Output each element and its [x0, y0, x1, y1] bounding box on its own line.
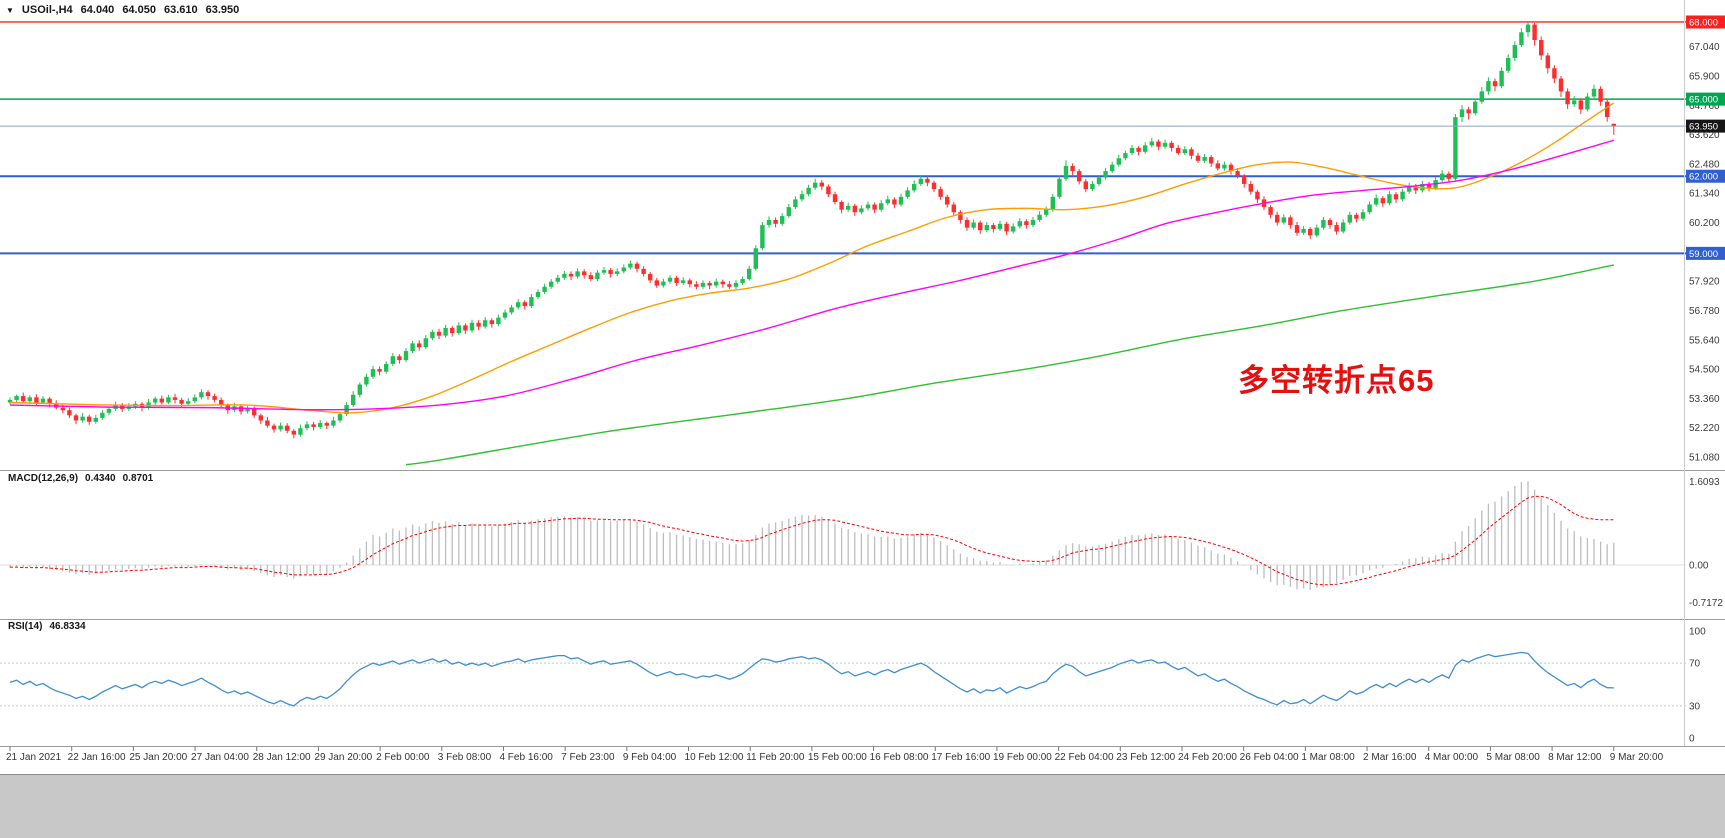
svg-text:61.340: 61.340 [1689, 189, 1720, 200]
rsi-name: RSI(14) [8, 621, 43, 632]
svg-text:15 Feb 00:00: 15 Feb 00:00 [808, 752, 867, 763]
macd-signal-value: 0.8701 [122, 473, 154, 484]
ohlc-open: 64.040 [80, 4, 115, 16]
svg-text:2 Mar 16:00: 2 Mar 16:00 [1363, 752, 1417, 763]
svg-text:9 Feb 04:00: 9 Feb 04:00 [623, 752, 677, 763]
svg-text:26 Feb 04:00: 26 Feb 04:00 [1240, 752, 1299, 763]
price-annotation-text[interactable]: 多空转折点65 [1238, 363, 1435, 398]
svg-text:28 Jan 12:00: 28 Jan 12:00 [253, 752, 311, 763]
rsi-panel: 100 70 30 0 [0, 627, 1706, 745]
svg-text:21 Jan 2021: 21 Jan 2021 [6, 752, 61, 763]
svg-text:29 Jan 20:00: 29 Jan 20:00 [314, 752, 372, 763]
svg-text:2 Feb 00:00: 2 Feb 00:00 [376, 752, 430, 763]
svg-text:63.620: 63.620 [1689, 130, 1720, 141]
ma-slow-line [405, 264, 1614, 466]
svg-text:63.950: 63.950 [1689, 122, 1718, 133]
svg-text:68.000: 68.000 [1689, 17, 1718, 28]
price-level-lines[interactable] [0, 21, 1686, 255]
macd-main-value: 0.4340 [85, 473, 116, 484]
svg-text:1.6093: 1.6093 [1689, 477, 1720, 488]
svg-text:51.080: 51.080 [1689, 453, 1720, 464]
svg-text:5 Mar 08:00: 5 Mar 08:00 [1486, 752, 1540, 763]
chart-header: ▼ USOil-,H4 64.040 64.050 63.610 63.950 [6, 4, 239, 16]
svg-text:25 Jan 20:00: 25 Jan 20:00 [129, 752, 187, 763]
svg-text:9 Mar 20:00: 9 Mar 20:00 [1610, 752, 1664, 763]
ohlc-low: 63.610 [163, 4, 198, 16]
price-axis: 67.040 65.900 64.760 63.620 62.480 61.340 60.2… [1686, 15, 1725, 464]
svg-text:62.000: 62.000 [1689, 172, 1718, 183]
svg-text:55.640: 55.640 [1689, 335, 1720, 346]
svg-text:19 Feb 00:00: 19 Feb 00:00 [993, 752, 1052, 763]
svg-text:16 Feb 08:00: 16 Feb 08:00 [870, 752, 929, 763]
svg-text:1 Mar 08:00: 1 Mar 08:00 [1301, 752, 1355, 763]
svg-text:67.040: 67.040 [1689, 42, 1720, 53]
svg-text:17 Feb 16:00: 17 Feb 16:00 [931, 752, 990, 763]
svg-text:24 Feb 20:00: 24 Feb 20:00 [1178, 752, 1237, 763]
one-click-trading-icon[interactable]: ▼ [6, 5, 14, 15]
svg-text:8 Mar 12:00: 8 Mar 12:00 [1548, 752, 1602, 763]
svg-text:60.200: 60.200 [1689, 218, 1720, 229]
svg-text:0: 0 [1689, 734, 1695, 745]
svg-text:65.900: 65.900 [1689, 71, 1720, 82]
svg-text:53.360: 53.360 [1689, 394, 1720, 405]
ma-mid-line [9, 139, 1614, 411]
svg-text:54.500: 54.500 [1689, 365, 1720, 376]
svg-text:22 Jan 16:00: 22 Jan 16:00 [68, 752, 126, 763]
svg-text:59.000: 59.000 [1689, 249, 1718, 260]
svg-text:56.780: 56.780 [1689, 306, 1720, 317]
time-axis[interactable]: 21 Jan 2021 22 Jan 16:00 25 Jan 20:00 27 Ja… [6, 746, 1664, 764]
svg-text:65.000: 65.000 [1689, 95, 1718, 106]
svg-text:-0.7172: -0.7172 [1689, 598, 1723, 609]
svg-text:11 Feb 20:00: 11 Feb 20:00 [746, 752, 805, 763]
ohlc-high: 64.050 [122, 4, 156, 16]
svg-text:4 Mar 00:00: 4 Mar 00:00 [1425, 752, 1479, 763]
svg-text:10 Feb 12:00: 10 Feb 12:00 [685, 752, 744, 763]
svg-text:64.760: 64.760 [1689, 101, 1720, 112]
svg-text:4 Feb 16:00: 4 Feb 16:00 [499, 752, 553, 763]
macd-name: MACD(12,26,9) [8, 473, 79, 484]
svg-text:0.00: 0.00 [1689, 561, 1709, 572]
rsi-value: 46.8334 [49, 621, 86, 632]
macd-panel: 1.6093 0.00 -0.7172 [0, 477, 1723, 609]
panel-separators [0, 0, 1725, 747]
svg-text:70: 70 [1689, 659, 1701, 670]
window-background-strip [0, 774, 1725, 838]
svg-text:30: 30 [1689, 701, 1701, 712]
svg-text:27 Jan 04:00: 27 Jan 04:00 [191, 752, 249, 763]
ohlc-close: 63.950 [205, 4, 240, 16]
svg-text:62.480: 62.480 [1689, 159, 1720, 170]
svg-text:23 Feb 12:00: 23 Feb 12:00 [1116, 752, 1175, 763]
svg-text:57.920: 57.920 [1689, 277, 1720, 288]
candles-layer [7, 22, 1616, 439]
svg-text:3 Feb 08:00: 3 Feb 08:00 [438, 752, 492, 763]
rsi-indicator-label: RSI(14) 46.8334 [8, 621, 86, 632]
svg-text:52.220: 52.220 [1689, 423, 1720, 434]
macd-indicator-label: MACD(12,26,9) 0.4340 0.8701 [8, 473, 153, 484]
svg-text:100: 100 [1689, 627, 1706, 638]
ma-fast-line [9, 102, 1615, 414]
svg-text:7 Feb 23:00: 7 Feb 23:00 [561, 752, 615, 763]
svg-text:22 Feb 04:00: 22 Feb 04:00 [1055, 752, 1114, 763]
symbol-period-label: USOil-,H4 [21, 4, 73, 16]
